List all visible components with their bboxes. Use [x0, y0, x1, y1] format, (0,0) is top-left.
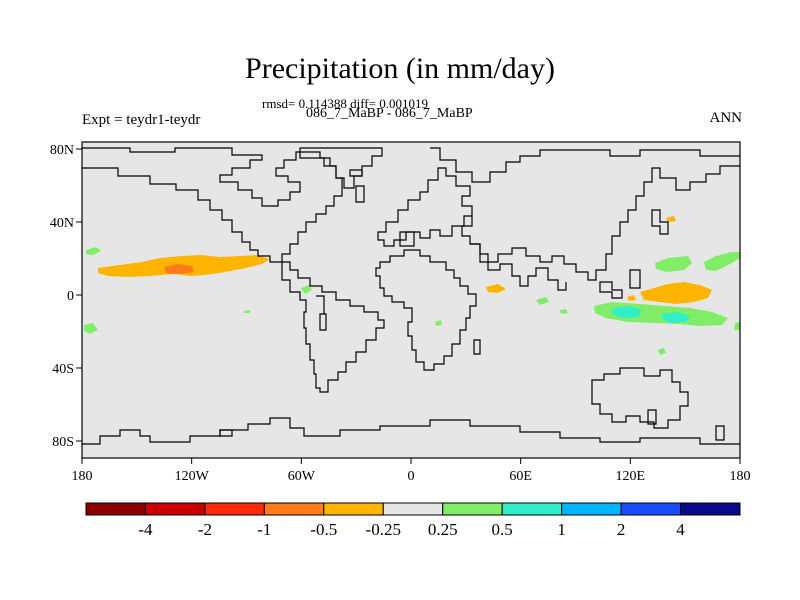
anomaly-green-patch [244, 310, 250, 313]
coastline-madagascar [473, 339, 481, 355]
coastline-south-america [281, 261, 385, 393]
stats-line: rmsd= 0.114388 diff= 0.001019 [262, 96, 428, 111]
anomaly-green-patch [301, 285, 312, 294]
anomaly-layer [84, 216, 740, 355]
colorbar-label: 2 [617, 520, 626, 539]
coastline-australia [591, 367, 689, 429]
coastline-maritime-continent [599, 269, 641, 299]
colorbar-swatch [620, 502, 682, 516]
lon-tick-label: 180 [72, 469, 93, 484]
colorbar-label: -0.25 [366, 520, 401, 539]
coastline-japan [651, 209, 669, 235]
anomaly-orange-patch [666, 216, 676, 222]
anomaly-green-patch [560, 309, 568, 314]
colorbar-swatch [263, 502, 325, 516]
lon-axis: 180 120W 60W 0 60E 120E 180 [72, 469, 751, 484]
lat-tick-label: 0 [67, 289, 74, 304]
anomaly-orange-patch [486, 284, 506, 293]
colorbar-label: -4 [138, 520, 153, 539]
coastline-british-isles [355, 185, 365, 203]
colorbar-swatch [382, 502, 444, 516]
colorbar-label: 1 [557, 520, 566, 539]
anomaly-green-patch [704, 252, 740, 271]
lat-tick-label: 40S [52, 362, 74, 377]
lat-tick-label: 40N [50, 216, 74, 231]
coastline-caspian [399, 231, 415, 247]
coastline-africa [375, 249, 477, 371]
anomaly-red-orange-core [164, 264, 194, 274]
chart-title: Precipitation (in mm/day) [245, 52, 555, 85]
lon-tick-label: 120W [175, 469, 210, 484]
colorbar-swatch [144, 502, 206, 516]
anomaly-green-patch [734, 322, 740, 330]
lat-tick-label: 80N [50, 143, 74, 158]
anomaly-orange-patch [627, 295, 636, 301]
anomaly-green-patch [86, 247, 101, 255]
lon-tick-label: 180 [730, 469, 751, 484]
colorbar-label: -2 [198, 520, 212, 539]
coastline-iceland [349, 169, 363, 177]
coastlines [82, 147, 740, 445]
colorbar [85, 502, 741, 516]
coastline-new-zealand [715, 425, 725, 441]
case-subtitle: 086_7_MaBP - 086_7_MaBP [306, 106, 473, 121]
colorbar-swatch [204, 502, 265, 516]
anomaly-green-patch [435, 320, 442, 326]
lon-tick-label: 60W [288, 469, 316, 484]
season-label: ANN [709, 110, 743, 126]
lon-tick-label: 120E [616, 469, 646, 484]
colorbar-labels: -4 -2 -1 -0.5 -0.25 0.25 0.5 1 2 4 [138, 520, 685, 539]
colorbar-label: 0.25 [428, 520, 458, 539]
coastline-central-america-inlet [316, 295, 327, 331]
colorbar-swatch [561, 502, 622, 516]
coastline-tasmania [647, 409, 657, 425]
tick-marks [76, 148, 741, 464]
lat-tick-label: 80S [52, 435, 74, 450]
coastline-europe [377, 167, 473, 247]
colorbar-label: -1 [257, 520, 271, 539]
anomaly-green-patch [536, 297, 549, 305]
anomaly-green-patch [84, 323, 98, 334]
lon-tick-label: 60E [509, 469, 532, 484]
colorbar-label: -0.5 [310, 520, 337, 539]
anomaly-orange-patch [640, 282, 712, 304]
colorbar-label: 4 [676, 520, 685, 539]
coastline-weddell [219, 429, 233, 437]
anomaly-cyan-patch [612, 306, 642, 318]
coastline-greenland [299, 147, 383, 189]
colorbar-swatch [442, 502, 503, 516]
colorbar-swatch [680, 502, 741, 516]
colorbar-swatch [323, 502, 384, 516]
experiment-label: Expt = teydr1-teydr [82, 112, 201, 128]
colorbar-label: 0.5 [492, 520, 513, 539]
colorbar-swatch [85, 502, 146, 516]
lat-axis: 80N 40N 0 40S 80S [50, 143, 74, 450]
anomaly-green-patch [655, 256, 692, 272]
lon-tick-label: 0 [408, 469, 415, 484]
anomaly-green-patch [658, 348, 666, 355]
coastline-asia [430, 147, 740, 281]
colorbar-swatch [501, 502, 563, 516]
coastline-arabia-india [470, 243, 567, 291]
anomaly-cyan-patch [662, 312, 690, 323]
coastline-antarctica [82, 417, 740, 445]
